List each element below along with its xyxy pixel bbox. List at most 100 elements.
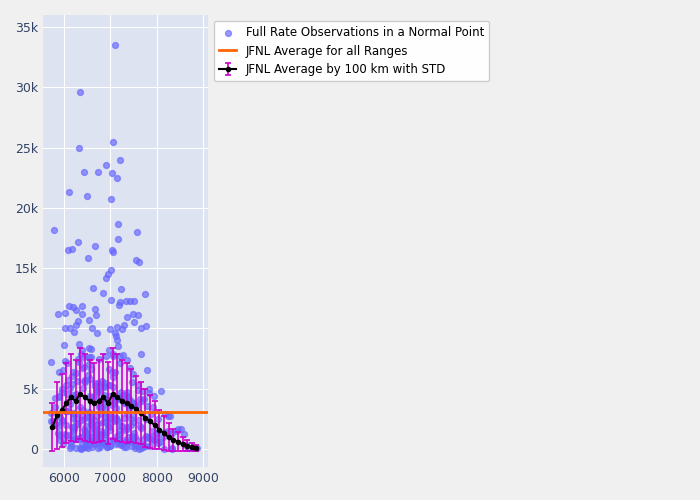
Full Rate Observations in a Normal Point	[48, 226, 60, 234]
Full Rate Observations in a Normal Point	[88, 394, 99, 402]
Full Rate Observations in a Normal Point	[82, 444, 93, 452]
Full Rate Observations in a Normal Point	[104, 426, 116, 434]
Full Rate Observations in a Normal Point	[97, 395, 108, 403]
Full Rate Observations in a Normal Point	[61, 408, 72, 416]
Full Rate Observations in a Normal Point	[52, 429, 63, 437]
Full Rate Observations in a Normal Point	[111, 414, 122, 422]
Full Rate Observations in a Normal Point	[107, 416, 118, 424]
Full Rate Observations in a Normal Point	[86, 420, 97, 428]
Full Rate Observations in a Normal Point	[104, 324, 116, 332]
Full Rate Observations in a Normal Point	[104, 381, 116, 389]
Full Rate Observations in a Normal Point	[111, 394, 122, 402]
Full Rate Observations in a Normal Point	[120, 296, 132, 304]
Full Rate Observations in a Normal Point	[71, 377, 82, 385]
Full Rate Observations in a Normal Point	[101, 444, 112, 452]
Full Rate Observations in a Normal Point	[55, 413, 66, 421]
Full Rate Observations in a Normal Point	[131, 256, 142, 264]
Full Rate Observations in a Normal Point	[178, 430, 189, 438]
Full Rate Observations in a Normal Point	[72, 435, 83, 443]
Full Rate Observations in a Normal Point	[76, 440, 88, 448]
Full Rate Observations in a Normal Point	[85, 417, 96, 425]
Full Rate Observations in a Normal Point	[64, 302, 75, 310]
Full Rate Observations in a Normal Point	[116, 285, 127, 293]
Full Rate Observations in a Normal Point	[80, 422, 92, 430]
Full Rate Observations in a Normal Point	[78, 426, 90, 434]
Full Rate Observations in a Normal Point	[146, 427, 158, 435]
Full Rate Observations in a Normal Point	[127, 398, 138, 406]
Full Rate Observations in a Normal Point	[78, 406, 89, 414]
Full Rate Observations in a Normal Point	[60, 431, 71, 439]
Full Rate Observations in a Normal Point	[90, 380, 101, 388]
Full Rate Observations in a Normal Point	[106, 400, 118, 408]
Full Rate Observations in a Normal Point	[146, 434, 158, 442]
Full Rate Observations in a Normal Point	[61, 381, 72, 389]
Full Rate Observations in a Normal Point	[139, 290, 150, 298]
Full Rate Observations in a Normal Point	[149, 435, 160, 443]
Full Rate Observations in a Normal Point	[127, 378, 138, 386]
Full Rate Observations in a Normal Point	[118, 392, 129, 400]
Full Rate Observations in a Normal Point	[126, 438, 137, 446]
Full Rate Observations in a Normal Point	[118, 436, 129, 444]
Full Rate Observations in a Normal Point	[108, 398, 119, 406]
Full Rate Observations in a Normal Point	[97, 404, 108, 411]
Full Rate Observations in a Normal Point	[125, 421, 136, 429]
Full Rate Observations in a Normal Point	[94, 442, 105, 450]
Full Rate Observations in a Normal Point	[69, 328, 80, 336]
Full Rate Observations in a Normal Point	[125, 396, 136, 404]
Full Rate Observations in a Normal Point	[144, 390, 155, 398]
Full Rate Observations in a Normal Point	[90, 426, 101, 434]
Full Rate Observations in a Normal Point	[104, 412, 115, 420]
Full Rate Observations in a Normal Point	[121, 356, 132, 364]
Full Rate Observations in a Normal Point	[112, 323, 123, 331]
Full Rate Observations in a Normal Point	[64, 444, 76, 452]
Full Rate Observations in a Normal Point	[74, 88, 85, 96]
Full Rate Observations in a Normal Point	[127, 418, 139, 426]
Full Rate Observations in a Normal Point	[92, 168, 104, 176]
Full Rate Observations in a Normal Point	[111, 432, 122, 440]
Full Rate Observations in a Normal Point	[114, 393, 125, 401]
Full Rate Observations in a Normal Point	[70, 306, 81, 314]
Full Rate Observations in a Normal Point	[91, 386, 102, 394]
Full Rate Observations in a Normal Point	[120, 391, 132, 399]
Full Rate Observations in a Normal Point	[92, 431, 104, 439]
Full Rate Observations in a Normal Point	[150, 429, 161, 437]
Full Rate Observations in a Normal Point	[78, 431, 90, 439]
Full Rate Observations in a Normal Point	[122, 313, 133, 321]
Full Rate Observations in a Normal Point	[64, 432, 76, 440]
Full Rate Observations in a Normal Point	[76, 350, 87, 358]
Full Rate Observations in a Normal Point	[118, 320, 130, 328]
Full Rate Observations in a Normal Point	[159, 410, 170, 418]
Full Rate Observations in a Normal Point	[56, 416, 67, 424]
Full Rate Observations in a Normal Point	[87, 424, 98, 432]
Full Rate Observations in a Normal Point	[102, 423, 113, 431]
Full Rate Observations in a Normal Point	[104, 366, 115, 374]
Full Rate Observations in a Normal Point	[79, 426, 90, 434]
Full Rate Observations in a Normal Point	[79, 437, 90, 445]
Full Rate Observations in a Normal Point	[102, 442, 113, 450]
Full Rate Observations in a Normal Point	[139, 395, 150, 403]
Full Rate Observations in a Normal Point	[108, 399, 120, 407]
Full Rate Observations in a Normal Point	[122, 438, 134, 446]
Full Rate Observations in a Normal Point	[71, 419, 82, 427]
Full Rate Observations in a Normal Point	[73, 238, 84, 246]
Full Rate Observations in a Normal Point	[88, 435, 99, 443]
Full Rate Observations in a Normal Point	[79, 432, 90, 440]
Full Rate Observations in a Normal Point	[88, 416, 99, 424]
Full Rate Observations in a Normal Point	[145, 410, 156, 418]
Full Rate Observations in a Normal Point	[115, 430, 126, 438]
Full Rate Observations in a Normal Point	[57, 388, 68, 396]
Full Rate Observations in a Normal Point	[142, 433, 153, 441]
Full Rate Observations in a Normal Point	[83, 254, 94, 262]
Full Rate Observations in a Normal Point	[83, 440, 94, 448]
Full Rate Observations in a Normal Point	[167, 445, 178, 453]
Full Rate Observations in a Normal Point	[46, 409, 57, 417]
Full Rate Observations in a Normal Point	[111, 416, 122, 424]
Full Rate Observations in a Normal Point	[148, 436, 160, 444]
Full Rate Observations in a Normal Point	[80, 376, 91, 384]
Full Rate Observations in a Normal Point	[135, 424, 146, 432]
Full Rate Observations in a Normal Point	[127, 435, 139, 443]
Full Rate Observations in a Normal Point	[74, 144, 85, 152]
Full Rate Observations in a Normal Point	[140, 442, 151, 450]
Full Rate Observations in a Normal Point	[160, 428, 171, 436]
Full Rate Observations in a Normal Point	[107, 246, 118, 254]
